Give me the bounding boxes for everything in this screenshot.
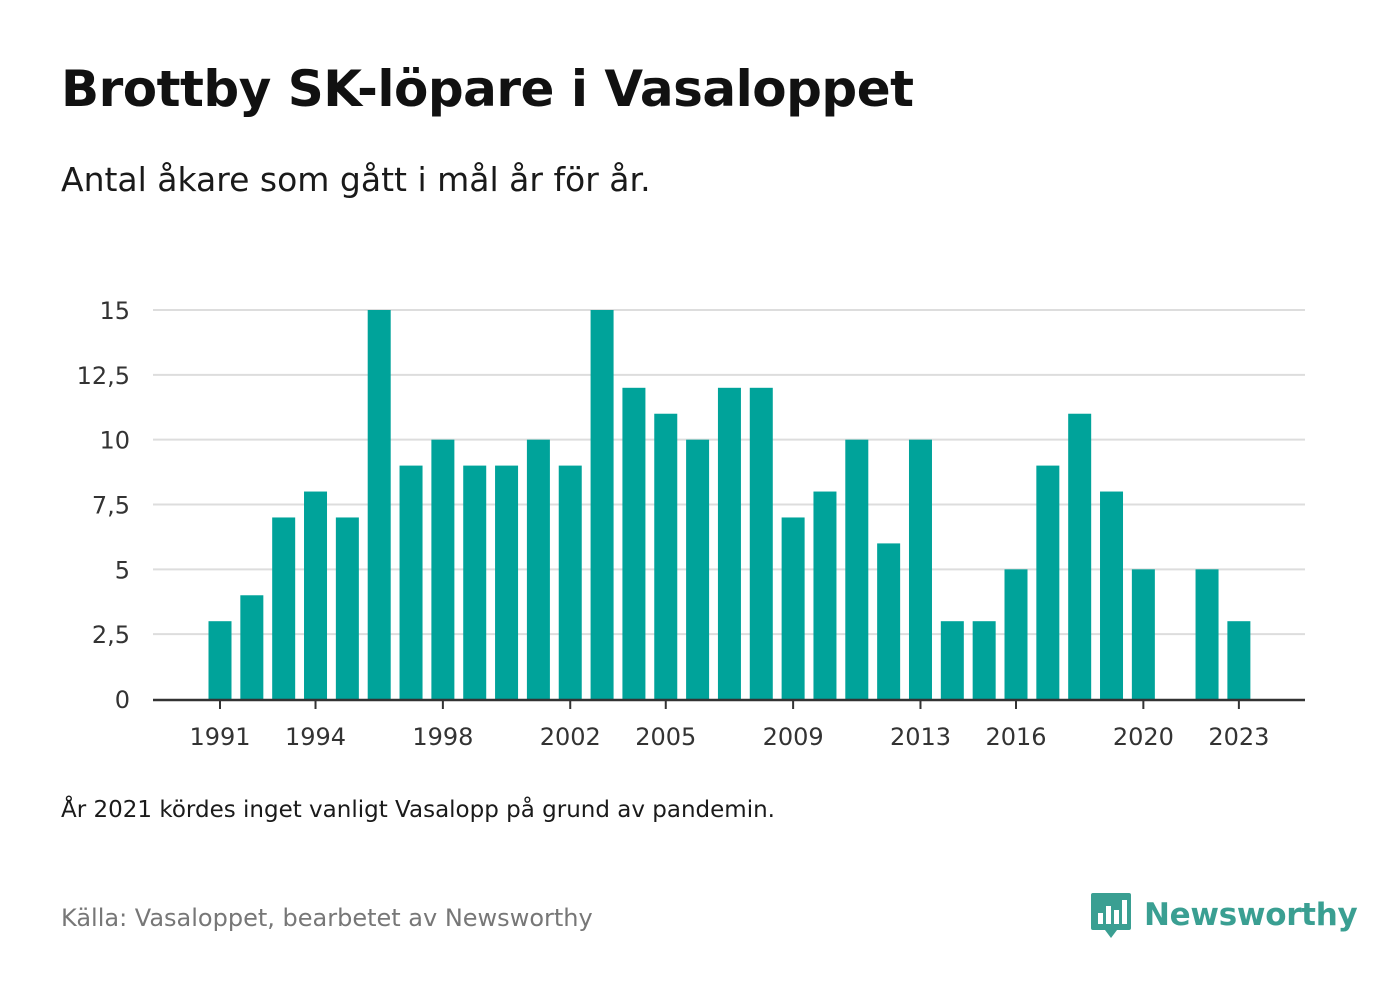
y-tick-label: 12,5 xyxy=(77,362,130,390)
bar-2002 xyxy=(558,465,582,699)
bar-chart-speech-bubble-icon xyxy=(1091,893,1131,938)
bar-2020 xyxy=(1131,569,1155,699)
bar-chart: 0 2,5 5 7,5 10 12,5 15 1991 1994 1998 2002 2005 200… xyxy=(77,297,1305,751)
bar-2014 xyxy=(940,621,964,699)
y-axis-ticks: 0 2,5 5 7,5 10 12,5 15 xyxy=(77,297,130,714)
bar-2018 xyxy=(1068,413,1092,699)
bar-2019 xyxy=(1100,491,1124,699)
brand-name: Newsworthy xyxy=(1144,897,1358,933)
bar-1996 xyxy=(367,310,391,699)
bar-2012 xyxy=(877,543,901,699)
bar-2011 xyxy=(845,439,869,699)
x-tick-label: 2013 xyxy=(890,723,951,751)
x-tick-label: 1991 xyxy=(189,723,250,751)
y-tick-label: 10 xyxy=(99,427,130,455)
x-tick-label: 1998 xyxy=(412,723,473,751)
brand-logo[interactable]: Newsworthy xyxy=(1090,891,1358,939)
x-tick-label: 2023 xyxy=(1208,723,1269,751)
bar-2023 xyxy=(1227,621,1251,699)
bar-2017 xyxy=(1036,465,1060,699)
bar-1992 xyxy=(240,595,264,699)
bar-2013 xyxy=(908,439,932,699)
x-tick-label: 2020 xyxy=(1113,723,1174,751)
bar-1999 xyxy=(463,465,487,699)
x-tick-label: 1994 xyxy=(285,723,346,751)
y-tick-label: 2,5 xyxy=(92,621,130,649)
bar-1993 xyxy=(272,517,296,699)
chart-title: Brottby SK-löpare i Vasaloppet xyxy=(61,60,914,118)
bar-2015 xyxy=(972,621,996,699)
bar-1997 xyxy=(399,465,423,699)
y-tick-label: 15 xyxy=(99,297,130,325)
x-tick-label: 2009 xyxy=(763,723,824,751)
y-tick-label: 5 xyxy=(115,556,130,584)
footnote: År 2021 kördes inget vanligt Vasalopp på… xyxy=(61,797,775,823)
bar-2022 xyxy=(1195,569,1219,699)
bar-2016 xyxy=(1004,569,1028,699)
bar-1995 xyxy=(335,517,359,699)
y-tick-label: 0 xyxy=(115,686,130,714)
x-axis-ticks: 1991 1994 1998 2002 2005 2009 2013 2016 2020 2023 xyxy=(189,700,1269,751)
bar-1991 xyxy=(208,621,232,699)
bar-1994 xyxy=(304,491,328,699)
bar-2007 xyxy=(717,387,741,699)
y-tick-label: 7,5 xyxy=(92,492,130,520)
x-tick-label: 2002 xyxy=(540,723,601,751)
bar-2000 xyxy=(495,465,519,699)
bar-2006 xyxy=(686,439,710,699)
bar-1998 xyxy=(431,439,455,699)
bars xyxy=(208,310,1251,699)
x-tick-label: 2016 xyxy=(985,723,1046,751)
bar-2008 xyxy=(749,387,773,699)
x-tick-label: 2005 xyxy=(635,723,696,751)
bar-2005 xyxy=(654,413,678,699)
bar-2004 xyxy=(622,387,646,699)
bar-2001 xyxy=(526,439,550,699)
bar-2009 xyxy=(781,517,805,699)
chart-subtitle: Antal åkare som gått i mål år för år. xyxy=(61,160,651,199)
source-credit: Källa: Vasaloppet, bearbetet av Newswort… xyxy=(61,904,593,932)
bar-2003 xyxy=(590,310,614,699)
bar-2010 xyxy=(813,491,837,699)
